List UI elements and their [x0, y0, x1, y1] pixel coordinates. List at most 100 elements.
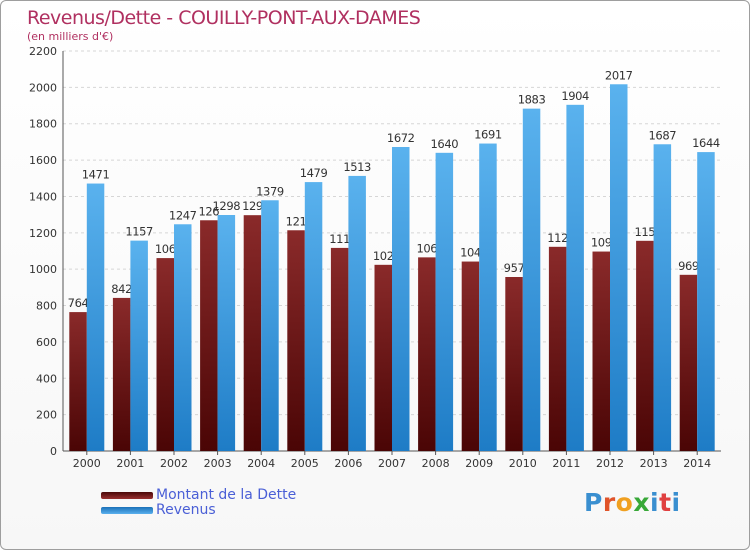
data-label: 1157	[125, 225, 153, 239]
data-label: 102	[373, 249, 394, 263]
x-tick-label: 2001	[116, 457, 144, 470]
logo-letter: t	[659, 488, 672, 517]
revenus-bar	[522, 108, 541, 452]
dette-bar	[374, 264, 392, 451]
logo-letter: r	[602, 488, 616, 517]
data-label: 957	[504, 261, 525, 275]
data-label: 129	[242, 199, 263, 213]
y-tick-label: 2000	[29, 81, 57, 94]
data-label: 109	[591, 236, 612, 250]
data-label: 1687	[649, 128, 677, 142]
x-tick-label: 2000	[73, 457, 101, 470]
data-label: 1247	[169, 208, 197, 222]
chart-subtitle: (en milliers d'€)	[27, 30, 114, 43]
y-tick-label: 1200	[29, 227, 57, 240]
legend-swatch-dette	[101, 491, 153, 499]
data-label: 1904	[561, 89, 589, 103]
dette-bar	[330, 247, 349, 451]
data-label: 121	[286, 214, 307, 228]
y-tick-label: 1400	[29, 190, 57, 203]
data-label: 1883	[518, 93, 546, 107]
legend-item-revenus: Revenus	[101, 502, 216, 518]
revenus-bar	[217, 215, 236, 451]
data-label: 764	[68, 296, 89, 310]
revenus-bar	[86, 183, 105, 451]
data-label: 104	[460, 246, 481, 260]
dette-bar	[461, 261, 480, 451]
revenus-bar	[304, 182, 323, 451]
data-label: 1691	[474, 128, 502, 142]
dette-bar	[418, 257, 436, 451]
revenus-bar	[610, 84, 628, 451]
data-label: 126	[198, 204, 219, 218]
revenus-bar	[348, 175, 366, 451]
dette-bar	[505, 277, 523, 451]
logo-letter: P	[584, 488, 603, 517]
legend-item-dette: Montant de la Dette	[101, 487, 296, 503]
y-tick-label: 1000	[29, 263, 57, 276]
dette-bar	[69, 312, 87, 451]
y-tick-label: 2200	[29, 45, 57, 58]
dette-bar	[243, 215, 262, 451]
data-label: 1379	[256, 184, 284, 198]
dette-bar	[636, 240, 654, 451]
data-label: 1298	[213, 199, 241, 213]
logo-letter: i	[650, 488, 660, 517]
data-label: 969	[678, 259, 699, 273]
proxiti-logo: Proxiti	[584, 488, 681, 517]
x-tick-label: 2002	[160, 457, 188, 470]
data-label: 112	[547, 231, 568, 245]
data-label: 1672	[387, 131, 415, 145]
x-tick-label: 2013	[640, 457, 668, 470]
revenus-bar	[174, 224, 192, 451]
y-tick-label: 600	[36, 336, 57, 349]
legend-label-dette: Montant de la Dette	[156, 487, 297, 503]
legend-label-revenus: Revenus	[156, 502, 216, 518]
x-tick-label: 2004	[247, 457, 275, 470]
x-tick-label: 2014	[683, 457, 711, 470]
chart-title: Revenus/Dette - COUILLY-PONT-AUX-DAMES	[27, 7, 421, 29]
logo-letter: i	[671, 488, 681, 517]
legend-swatch-revenus	[101, 506, 153, 514]
x-tick-label: 2007	[378, 457, 406, 470]
data-label: 1644	[692, 136, 720, 150]
dette-bar	[592, 251, 610, 451]
data-label: 1471	[82, 168, 110, 182]
x-tick-label: 2003	[204, 457, 232, 470]
revenus-bar	[392, 147, 410, 451]
revenus-bar	[130, 240, 148, 451]
data-label: 842	[111, 282, 132, 296]
y-tick-label: 200	[36, 409, 57, 422]
y-tick-label: 800	[36, 300, 57, 313]
y-tick-label: 400	[36, 372, 57, 385]
dette-bar	[156, 258, 174, 451]
dette-bar	[287, 230, 305, 451]
data-label: 1640	[431, 137, 459, 151]
revenus-bar	[479, 143, 497, 451]
y-tick-label: 1800	[29, 118, 57, 131]
logo-letter: x	[633, 488, 650, 517]
dette-bar	[112, 297, 131, 451]
revenus-bar	[653, 144, 672, 452]
dette-bar	[200, 220, 218, 451]
revenus-bar	[435, 152, 454, 451]
y-tick-label: 1600	[29, 154, 57, 167]
x-tick-label: 2009	[465, 457, 493, 470]
data-label: 106	[155, 242, 176, 256]
data-label: 106	[416, 241, 437, 255]
data-label: 111	[329, 232, 350, 246]
logo-letter: o	[615, 488, 634, 517]
revenus-bar	[697, 152, 715, 451]
x-tick-label: 2008	[422, 457, 450, 470]
revenus-bar	[566, 104, 584, 452]
x-tick-label: 2005	[291, 457, 319, 470]
x-tick-label: 2010	[509, 457, 537, 470]
y-tick-label: 0	[50, 445, 57, 458]
x-tick-label: 2006	[334, 457, 362, 470]
data-label: 1479	[300, 166, 328, 180]
revenus-bar	[261, 200, 279, 451]
data-label: 1513	[343, 160, 371, 174]
data-label: 115	[634, 225, 655, 239]
